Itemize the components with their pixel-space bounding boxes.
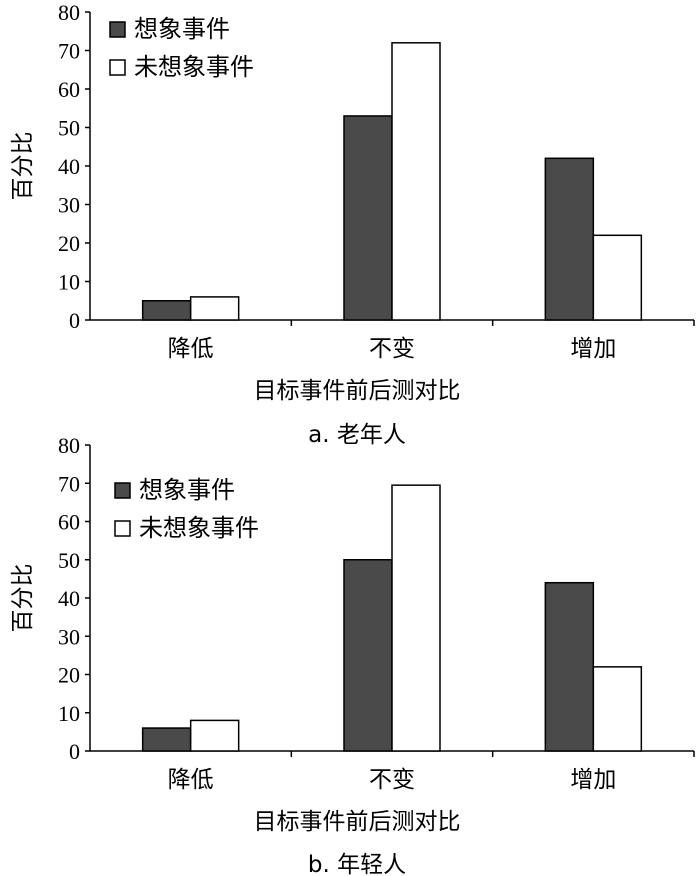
- y-tick-label: 60: [58, 77, 80, 102]
- legend-swatch: [114, 520, 131, 537]
- legend-label: 想象事件: [134, 15, 230, 43]
- legend-label: 想象事件: [139, 476, 235, 504]
- y-tick-label: 80: [58, 0, 80, 25]
- x-category-label: 不变: [369, 767, 415, 793]
- y-tick-label: 40: [58, 154, 80, 179]
- x-axis-label: 目标事件前后测对比: [254, 378, 461, 404]
- y-tick-label: 30: [58, 193, 80, 218]
- panel-caption: b. 年轻人: [308, 852, 406, 876]
- panel-caption: a. 老年人: [308, 422, 406, 448]
- x-category-label: 不变: [369, 336, 415, 362]
- x-category-label: 增加: [570, 767, 616, 793]
- legend-swatch: [109, 59, 126, 76]
- bar-not-imagined: [391, 42, 441, 321]
- y-tick-label: 30: [58, 624, 80, 649]
- y-axis-label: 百分比: [10, 132, 36, 201]
- x-category-label: 降低: [168, 336, 214, 362]
- bar-imagined: [544, 581, 595, 752]
- y-tick-label: 0: [69, 739, 80, 764]
- bar-imagined: [544, 157, 595, 321]
- bar-not-imagined: [592, 666, 643, 752]
- y-tick-label: 70: [58, 471, 80, 496]
- x-axis-label: 目标事件前后测对比: [254, 809, 461, 835]
- x-category-label: 增加: [570, 336, 616, 362]
- y-tick-label: 50: [58, 116, 80, 141]
- bar-not-imagined: [189, 296, 240, 321]
- legend-label: 未想象事件: [134, 53, 254, 81]
- legend-swatch: [114, 482, 131, 499]
- bar-imagined: [343, 115, 393, 321]
- y-tick-label: 50: [58, 548, 80, 573]
- y-tick-label: 40: [58, 586, 80, 611]
- bar-imagined: [141, 727, 192, 752]
- bar-not-imagined: [592, 234, 643, 321]
- y-axis-label: 百分比: [10, 564, 36, 633]
- bar-not-imagined: [189, 719, 240, 752]
- y-tick-label: 10: [58, 701, 80, 726]
- x-category-label: 降低: [168, 767, 214, 793]
- y-tick-label: 0: [69, 308, 80, 333]
- bar-imagined: [141, 300, 192, 321]
- y-tick-label: 20: [58, 663, 80, 688]
- bar-imagined: [343, 559, 393, 752]
- y-tick-label: 70: [58, 39, 80, 64]
- y-tick-label: 10: [58, 270, 80, 295]
- y-tick-label: 80: [58, 433, 80, 458]
- y-tick-label: 60: [58, 510, 80, 535]
- legend-swatch: [109, 21, 126, 38]
- legend-label: 未想象事件: [139, 514, 259, 542]
- bar-not-imagined: [391, 484, 441, 752]
- y-tick-label: 20: [58, 231, 80, 256]
